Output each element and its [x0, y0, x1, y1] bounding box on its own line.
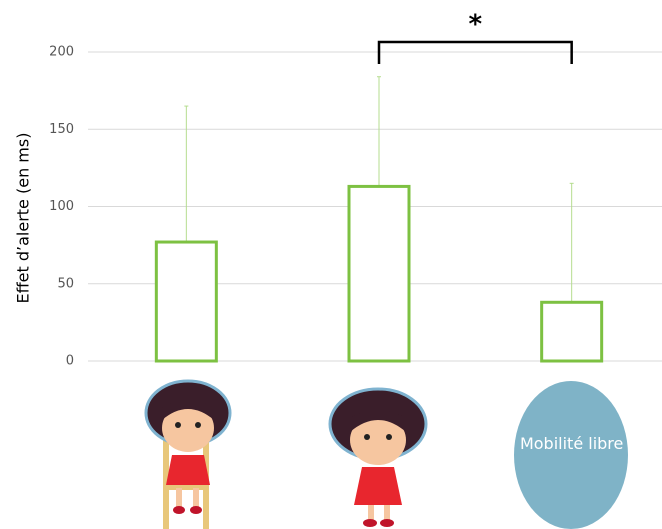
significance-label: *	[469, 10, 483, 40]
standing-girl-illustration	[328, 387, 428, 527]
x-category-label: Mobilité libre	[519, 434, 624, 453]
y-tick-label: 0	[66, 354, 74, 369]
y-axis-label: Effet d’alerte (en ms)	[14, 133, 33, 304]
y-tick-label: 150	[49, 122, 74, 137]
bar	[154, 240, 218, 363]
bar	[347, 184, 411, 363]
significance-bracket	[377, 40, 573, 64]
bar	[540, 300, 604, 363]
y-tick-label: 50	[57, 276, 74, 291]
seated-girl-illustration	[144, 379, 232, 529]
y-tick-label: 200	[49, 45, 74, 60]
y-tick-label: 100	[49, 199, 74, 214]
category-ellipse	[514, 381, 628, 529]
